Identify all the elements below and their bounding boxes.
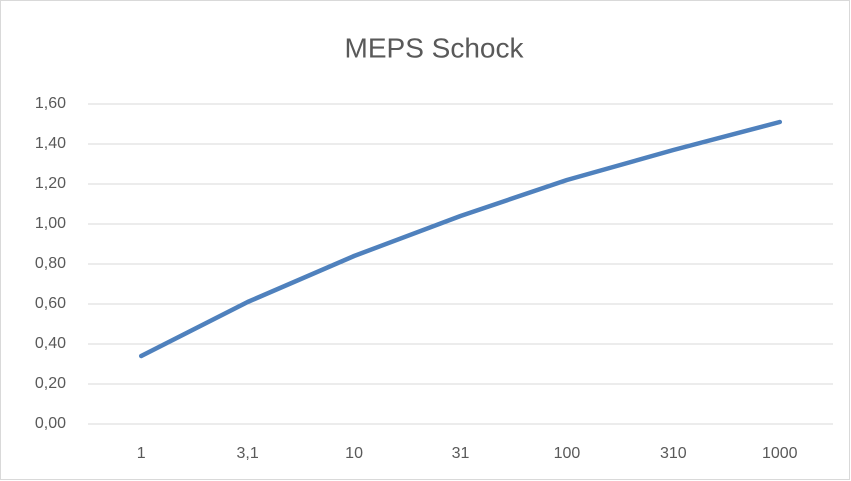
x-tick-label: 31 bbox=[452, 445, 470, 462]
y-tick-label: 0,80 bbox=[35, 255, 66, 272]
y-tick-label: 1,60 bbox=[35, 95, 66, 112]
y-tick-label: 0,60 bbox=[35, 295, 66, 312]
y-tick-label: 0,40 bbox=[35, 335, 66, 352]
y-tick-label: 0,00 bbox=[35, 415, 66, 432]
y-tick-label: 1,00 bbox=[35, 215, 66, 232]
x-tick-label: 310 bbox=[660, 445, 687, 462]
x-tick-label: 10 bbox=[345, 445, 363, 462]
x-tick-label: 1 bbox=[137, 445, 146, 462]
x-tick-label: 1000 bbox=[762, 445, 798, 462]
y-tick-label: 1,20 bbox=[35, 175, 66, 192]
x-tick-label: 100 bbox=[554, 445, 581, 462]
x-tick-label: 3,1 bbox=[237, 445, 259, 462]
data-line bbox=[138, 119, 783, 359]
y-tick-label: 0,20 bbox=[35, 375, 66, 392]
chart-title: MEPS Schock bbox=[345, 32, 525, 63]
y-tick-label: 1,40 bbox=[35, 135, 66, 152]
